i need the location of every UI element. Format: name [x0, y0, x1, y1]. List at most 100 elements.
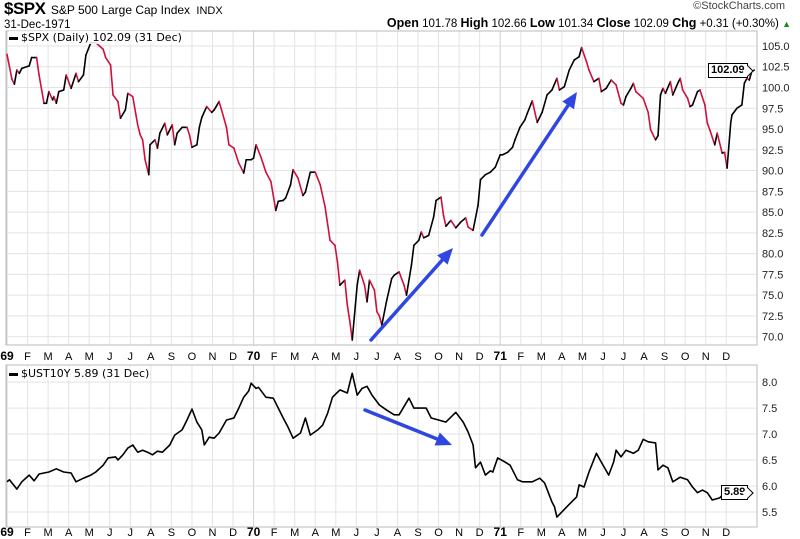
- price-segment-up: [82, 54, 87, 76]
- x-tick-label: J: [354, 351, 360, 363]
- x-tick-label: O: [434, 527, 443, 539]
- x-tick-label: A: [640, 351, 648, 363]
- y-tick-label: 85.0: [762, 207, 783, 219]
- x-tick-label: N: [209, 527, 217, 539]
- price-segment-down: [632, 82, 637, 93]
- price-segment-down: [109, 64, 114, 96]
- price-segment-up: [77, 74, 85, 83]
- price-segment-up: [558, 85, 566, 91]
- annotation-arrow-up-1-icon: [437, 248, 453, 265]
- price-segment-up: [191, 144, 198, 149]
- price-segment-down: [346, 304, 351, 322]
- x-tick-label: 69: [0, 525, 14, 539]
- price-segment-up: [625, 87, 632, 98]
- price-segment-up: [427, 216, 435, 237]
- y-tick-label: 5.5: [762, 507, 777, 519]
- price-segment-down: [442, 214, 447, 228]
- price-segment-down: [171, 124, 176, 146]
- price-segment-down: [270, 180, 277, 212]
- price-segment-down: [131, 95, 139, 126]
- change-label: Chg: [672, 16, 697, 30]
- price-last-value-tag: 102.09: [708, 63, 748, 78]
- price-panel: 69 F M A M J J A S O N D 70 F M A M J J A S O N D 71 F M A M J J A S O N D7…: [0, 30, 790, 363]
- price-segment-down: [647, 111, 652, 131]
- price-segment-up: [600, 87, 608, 93]
- y-tick-label: 80.0: [762, 249, 783, 261]
- price-segment-up: [356, 269, 361, 286]
- price-segment-up: [62, 74, 67, 91]
- x-tick-label: A: [558, 527, 566, 539]
- chart-header: $SPX S&P 500 Large Cap Index INDX: [4, 0, 223, 18]
- x-tick-label: J: [128, 351, 134, 363]
- price-segment-up: [479, 173, 487, 181]
- annotation-arrow-up-2-icon: [562, 92, 577, 110]
- x-tick-label: D: [229, 527, 237, 539]
- y-tick-label: 7.0: [762, 429, 777, 441]
- copyright[interactable]: ©StockCharts.com: [693, 0, 785, 12]
- price-segment-up: [455, 221, 462, 229]
- y-tick-label: 105.0: [762, 41, 790, 53]
- price-segment-down: [531, 99, 538, 124]
- x-tick-label: F: [24, 527, 31, 539]
- x-tick-label: S: [414, 527, 421, 539]
- x-tick-label: F: [517, 351, 524, 363]
- x-tick-label: F: [271, 351, 278, 363]
- price-segment-down: [48, 90, 54, 101]
- price-segment-up: [70, 72, 77, 90]
- price-segment-down: [649, 129, 657, 141]
- price-segment-up: [57, 89, 65, 93]
- x-tick-label: M: [537, 527, 546, 539]
- x-tick-label: J: [128, 527, 134, 539]
- price-segment-up: [622, 95, 627, 106]
- price-segment-up: [664, 80, 672, 95]
- price-segment-down: [336, 261, 341, 286]
- y-tick-label: 7.5: [762, 403, 777, 415]
- price-segment-up: [741, 82, 746, 106]
- price-segment-down: [642, 97, 649, 114]
- x-tick-label: S: [661, 351, 668, 363]
- x-tick-label: A: [147, 351, 155, 363]
- price-segment-up: [605, 79, 612, 90]
- price-segment-down: [260, 156, 267, 174]
- x-tick-label: D: [722, 527, 730, 539]
- price-segment-up: [511, 139, 516, 149]
- price-segment-up: [18, 67, 23, 75]
- price-segment-down: [681, 89, 689, 100]
- annotation-arrow-up-2-shaft: [480, 103, 570, 237]
- price-segment-up: [149, 139, 156, 146]
- x-tick-label: M: [44, 527, 53, 539]
- price-segment-down: [75, 72, 80, 83]
- yield-panel: 69 F M A M J J A S O N D 70 F M A M J J A S O N D 71 F M A M J J A S O N D5…: [0, 364, 777, 539]
- x-tick-label: M: [44, 351, 53, 363]
- price-segment-up: [159, 122, 166, 134]
- high-label: High: [460, 16, 489, 30]
- legend-line-icon: [9, 36, 18, 40]
- x-tick-label: S: [168, 351, 175, 363]
- price-segment-up: [551, 77, 558, 91]
- x-tick-label: 70: [247, 525, 261, 539]
- panel-frame: [5, 364, 758, 528]
- price-segment-up: [85, 41, 92, 56]
- x-tick-label: A: [65, 527, 73, 539]
- price-segment-up: [173, 132, 178, 146]
- price-segment-up: [743, 77, 748, 85]
- x-tick-label: J: [600, 351, 606, 363]
- exchange: INDX: [196, 5, 223, 17]
- up-arrow-icon: ▲: [782, 19, 791, 29]
- price-segment-up: [339, 279, 346, 286]
- price-segment-up: [13, 69, 18, 85]
- y-tick-label: 77.5: [762, 269, 783, 281]
- x-tick-label: A: [147, 527, 155, 539]
- y-tick-label: 6.0: [762, 481, 777, 493]
- price-segment-up: [45, 90, 50, 105]
- x-tick-label: A: [394, 351, 402, 363]
- price-segment-down: [65, 74, 72, 90]
- price-segment-down: [233, 147, 240, 164]
- panel-frame: [5, 30, 758, 346]
- x-tick-label: M: [331, 527, 340, 539]
- price-segment-up: [176, 126, 183, 134]
- open-value: 101.78: [422, 18, 458, 30]
- price-segment-down: [420, 231, 425, 239]
- chart-date: 31-Dec-1971: [4, 19, 71, 31]
